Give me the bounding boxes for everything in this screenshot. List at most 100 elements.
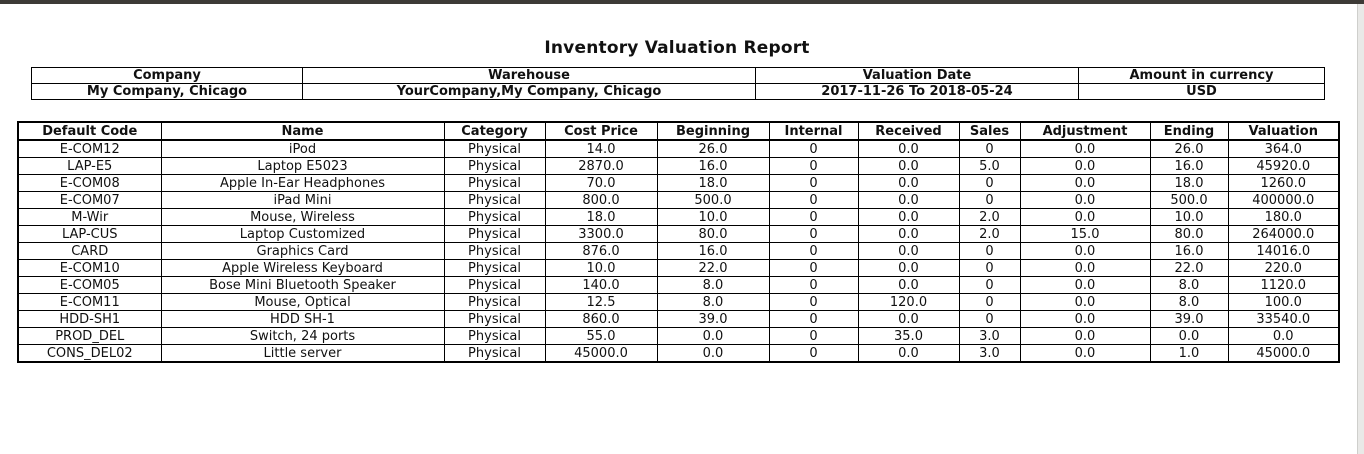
- info-currency: USD: [1078, 83, 1325, 100]
- cell-ending: 1.0: [1149, 344, 1229, 363]
- cell-ending: 26.0: [1149, 139, 1229, 158]
- cell-beginning: 80.0: [656, 225, 770, 243]
- cell-category: Physical: [443, 174, 546, 192]
- cell-default-code: E-COM05: [17, 276, 162, 294]
- cell-name: Switch, 24 ports: [160, 327, 445, 345]
- cell-sales: 3.0: [958, 327, 1021, 345]
- cell-internal: 0: [768, 259, 859, 277]
- report-info-table: Company Warehouse Valuation Date Amount …: [31, 67, 1325, 100]
- cell-sales: 0: [958, 174, 1021, 192]
- cell-sales: 2.0: [958, 225, 1021, 243]
- cell-ending: 8.0: [1149, 276, 1229, 294]
- cell-category: Physical: [443, 225, 546, 243]
- cell-ending: 80.0: [1149, 225, 1229, 243]
- table-row: E-COM12 iPod Physical 14.0 26.0 0 0.0 0 …: [17, 139, 1340, 158]
- cell-internal: 0: [768, 225, 859, 243]
- cell-internal: 0: [768, 208, 859, 226]
- cell-cost-price: 10.0: [544, 259, 658, 277]
- cell-ending: 16.0: [1149, 242, 1229, 260]
- cell-category: Physical: [443, 139, 546, 158]
- cell-ending: 39.0: [1149, 310, 1229, 328]
- cell-default-code: CARD: [17, 242, 162, 260]
- cell-sales: 0: [958, 139, 1021, 158]
- cell-internal: 0: [768, 139, 859, 158]
- info-header-row: Company Warehouse Valuation Date Amount …: [31, 67, 1325, 84]
- cell-valuation: 0.0: [1227, 327, 1340, 345]
- cell-sales: 0: [958, 310, 1021, 328]
- cell-sales: 2.0: [958, 208, 1021, 226]
- cell-adjustment: 0.0: [1019, 191, 1151, 209]
- column-header-valuation: Valuation: [1227, 121, 1340, 141]
- cell-ending: 16.0: [1149, 157, 1229, 175]
- cell-sales: 0: [958, 259, 1021, 277]
- cell-name: Apple Wireless Keyboard: [160, 259, 445, 277]
- cell-received: 0.0: [857, 174, 960, 192]
- cell-category: Physical: [443, 157, 546, 175]
- cell-name: Little server: [160, 344, 445, 363]
- cell-valuation: 14016.0: [1227, 242, 1340, 260]
- scrollbar-track[interactable]: [1357, 4, 1364, 454]
- info-value-row: My Company, Chicago YourCompany,My Compa…: [31, 83, 1325, 100]
- cell-default-code: LAP-CUS: [17, 225, 162, 243]
- cell-beginning: 39.0: [656, 310, 770, 328]
- cell-internal: 0: [768, 293, 859, 311]
- cell-ending: 18.0: [1149, 174, 1229, 192]
- cell-beginning: 0.0: [656, 344, 770, 363]
- cell-name: iPad Mini: [160, 191, 445, 209]
- cell-ending: 0.0: [1149, 327, 1229, 345]
- cell-default-code: E-COM10: [17, 259, 162, 277]
- cell-internal: 0: [768, 157, 859, 175]
- cell-name: Mouse, Optical: [160, 293, 445, 311]
- cell-received: 120.0: [857, 293, 960, 311]
- table-row: CARD Graphics Card Physical 876.0 16.0 0…: [17, 242, 1340, 260]
- table-row: CONS_DEL02 Little server Physical 45000.…: [17, 344, 1340, 363]
- table-row: E-COM08 Apple In-Ear Headphones Physical…: [17, 174, 1340, 192]
- cell-adjustment: 0.0: [1019, 344, 1151, 363]
- cell-category: Physical: [443, 208, 546, 226]
- cell-received: 0.0: [857, 225, 960, 243]
- column-header-category: Category: [443, 121, 546, 141]
- cell-cost-price: 55.0: [544, 327, 658, 345]
- cell-sales: 0: [958, 191, 1021, 209]
- cell-cost-price: 800.0: [544, 191, 658, 209]
- cell-beginning: 18.0: [656, 174, 770, 192]
- cell-adjustment: 0.0: [1019, 327, 1151, 345]
- info-warehouse: YourCompany,My Company, Chicago: [302, 83, 756, 100]
- cell-received: 0.0: [857, 344, 960, 363]
- cell-adjustment: 0.0: [1019, 157, 1151, 175]
- cell-internal: 0: [768, 344, 859, 363]
- cell-category: Physical: [443, 191, 546, 209]
- cell-internal: 0: [768, 242, 859, 260]
- cell-name: Apple In-Ear Headphones: [160, 174, 445, 192]
- cell-name: HDD SH-1: [160, 310, 445, 328]
- cell-received: 0.0: [857, 191, 960, 209]
- cell-valuation: 364.0: [1227, 139, 1340, 158]
- cell-beginning: 0.0: [656, 327, 770, 345]
- cell-cost-price: 860.0: [544, 310, 658, 328]
- cell-sales: 0: [958, 276, 1021, 294]
- cell-ending: 10.0: [1149, 208, 1229, 226]
- info-company: My Company, Chicago: [31, 83, 303, 100]
- cell-valuation: 33540.0: [1227, 310, 1340, 328]
- cell-cost-price: 12.5: [544, 293, 658, 311]
- cell-adjustment: 0.0: [1019, 276, 1151, 294]
- info-header-company: Company: [31, 67, 303, 84]
- cell-beginning: 8.0: [656, 276, 770, 294]
- cell-adjustment: 0.0: [1019, 310, 1151, 328]
- column-header-received: Received: [857, 121, 960, 141]
- cell-ending: 8.0: [1149, 293, 1229, 311]
- cell-received: 0.0: [857, 276, 960, 294]
- cell-default-code: M-Wir: [17, 208, 162, 226]
- table-row: M-Wir Mouse, Wireless Physical 18.0 10.0…: [17, 208, 1340, 226]
- cell-ending: 22.0: [1149, 259, 1229, 277]
- cell-adjustment: 0.0: [1019, 139, 1151, 158]
- cell-beginning: 500.0: [656, 191, 770, 209]
- cell-valuation: 45920.0: [1227, 157, 1340, 175]
- inventory-table: Default Code Name Category Cost Price Be…: [17, 121, 1340, 363]
- cell-adjustment: 0.0: [1019, 174, 1151, 192]
- cell-cost-price: 876.0: [544, 242, 658, 260]
- inventory-header-row: Default Code Name Category Cost Price Be…: [17, 121, 1340, 141]
- cell-adjustment: 0.0: [1019, 242, 1151, 260]
- cell-internal: 0: [768, 174, 859, 192]
- cell-ending: 500.0: [1149, 191, 1229, 209]
